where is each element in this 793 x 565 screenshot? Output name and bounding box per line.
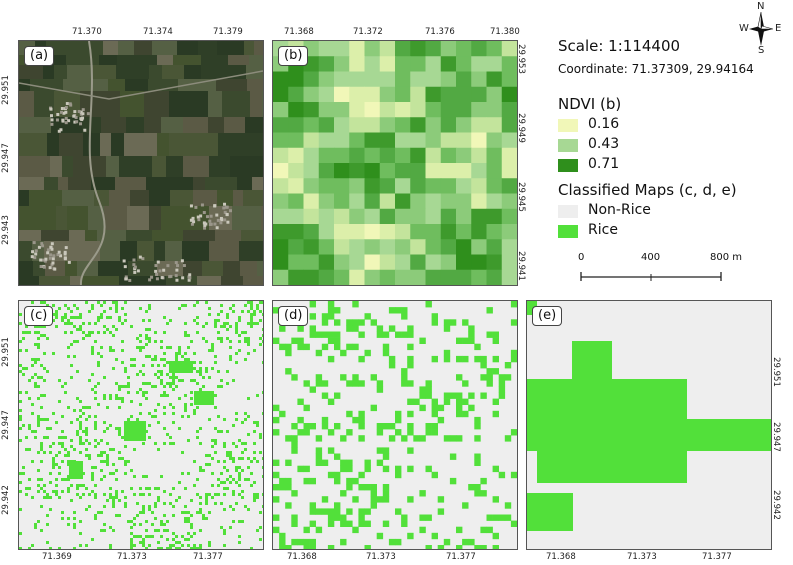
scale-text: Scale: 1:114400 [558, 37, 681, 55]
panel-c-left-tick-1: 29.951 [0, 337, 11, 367]
compass-s: S [758, 45, 765, 56]
panel-c-classified-map: (c) [18, 300, 264, 550]
north-arrow: N S W E [736, 1, 786, 56]
panel-e-classified-map: (e) [526, 300, 772, 550]
class-legend-label-rice: Rice [588, 222, 618, 238]
panel-b-top-tick-4: 71.380 [490, 27, 520, 37]
panel-d-bottom-tick-3: 71.377 [446, 552, 476, 562]
classified-raster-c [19, 301, 263, 549]
panel-b-right-tick-2: 29.949 [515, 113, 526, 143]
panel-a-label: (a) [24, 46, 55, 66]
panel-b-right-tick-1: 29.953 [515, 44, 526, 74]
class-legend-swatch-rice [558, 225, 578, 238]
compass-e: E [775, 23, 782, 34]
class-legend-label-nonrice: Non-Rice [588, 202, 651, 218]
classified-raster-e [527, 301, 771, 549]
class-legend-title: Classified Maps (c, d, e) [558, 181, 737, 199]
ndvi-legend-label-high: 0.71 [588, 156, 620, 172]
panel-c-bottom-tick-3: 71.377 [193, 552, 223, 562]
panel-e-label: (e) [532, 306, 563, 326]
panel-e-right-tick-3: 29.942 [770, 490, 781, 520]
panel-a-left-tick-3: 29.943 [0, 215, 11, 245]
panel-b-top-tick-2: 71.372 [353, 27, 383, 37]
ndvi-legend-swatch-high [558, 159, 578, 172]
panel-b-top-tick-3: 71.376 [425, 27, 455, 37]
panel-e-right-tick-2: 29.947 [770, 422, 781, 452]
panel-b-top-tick-1: 71.368 [284, 27, 314, 37]
panel-b-label: (b) [278, 46, 309, 66]
class-legend-swatch-nonrice [558, 205, 578, 218]
panel-a-top-tick-2: 71.374 [143, 27, 173, 37]
panel-c-label: (c) [24, 306, 54, 326]
panel-d-bottom-tick-2: 71.373 [366, 552, 396, 562]
panel-a-top-tick-3: 71.379 [213, 27, 243, 37]
classified-raster-d [273, 301, 517, 549]
panel-b-ndvi-map: (b) [272, 40, 518, 286]
ndvi-legend-title: NDVI (b) [558, 95, 622, 113]
scale-bar-label-400: 400 [641, 252, 661, 263]
compass-n: N [757, 1, 765, 12]
panel-a-top-tick-1: 71.370 [72, 27, 102, 37]
scale-bar [580, 266, 722, 281]
panel-a-left-tick-1: 29.951 [0, 75, 11, 105]
panel-a-left-tick-2: 29.947 [0, 143, 11, 173]
ndvi-legend-swatch-low [558, 119, 578, 132]
ndvi-legend-label-mid: 0.43 [588, 136, 620, 152]
panel-d-bottom-tick-1: 71.368 [287, 552, 317, 562]
compass-rose-icon [749, 11, 774, 46]
panel-e-bottom-tick-3: 71.377 [702, 552, 732, 562]
panel-c-left-tick-3: 29.942 [0, 485, 11, 515]
panel-d-label: (d) [278, 306, 309, 326]
panel-c-bottom-tick-1: 71.369 [42, 552, 72, 562]
panel-d-classified-map: (d) [272, 300, 518, 550]
ndvi-raster [273, 41, 517, 285]
panel-e-bottom-tick-1: 71.368 [546, 552, 576, 562]
panel-e-right-tick-1: 29.951 [770, 357, 781, 387]
panel-c-left-tick-2: 29.947 [0, 410, 11, 440]
satellite-image-raster [19, 41, 263, 285]
panel-b-right-tick-4: 29.941 [515, 251, 526, 281]
panel-b-right-tick-3: 29.945 [515, 182, 526, 212]
ndvi-legend-swatch-mid [558, 139, 578, 152]
panel-c-bottom-tick-2: 71.373 [117, 552, 147, 562]
coordinate-text: Coordinate: 71.37309, 29.94164 [558, 62, 754, 76]
compass-w: W [739, 23, 749, 34]
scale-bar-label-800: 800 m [710, 252, 743, 263]
scale-bar-label-0: 0 [578, 252, 585, 263]
panel-a-satellite-image: (a) [18, 40, 264, 286]
panel-e-bottom-tick-2: 71.373 [627, 552, 657, 562]
ndvi-legend-label-low: 0.16 [588, 116, 620, 132]
